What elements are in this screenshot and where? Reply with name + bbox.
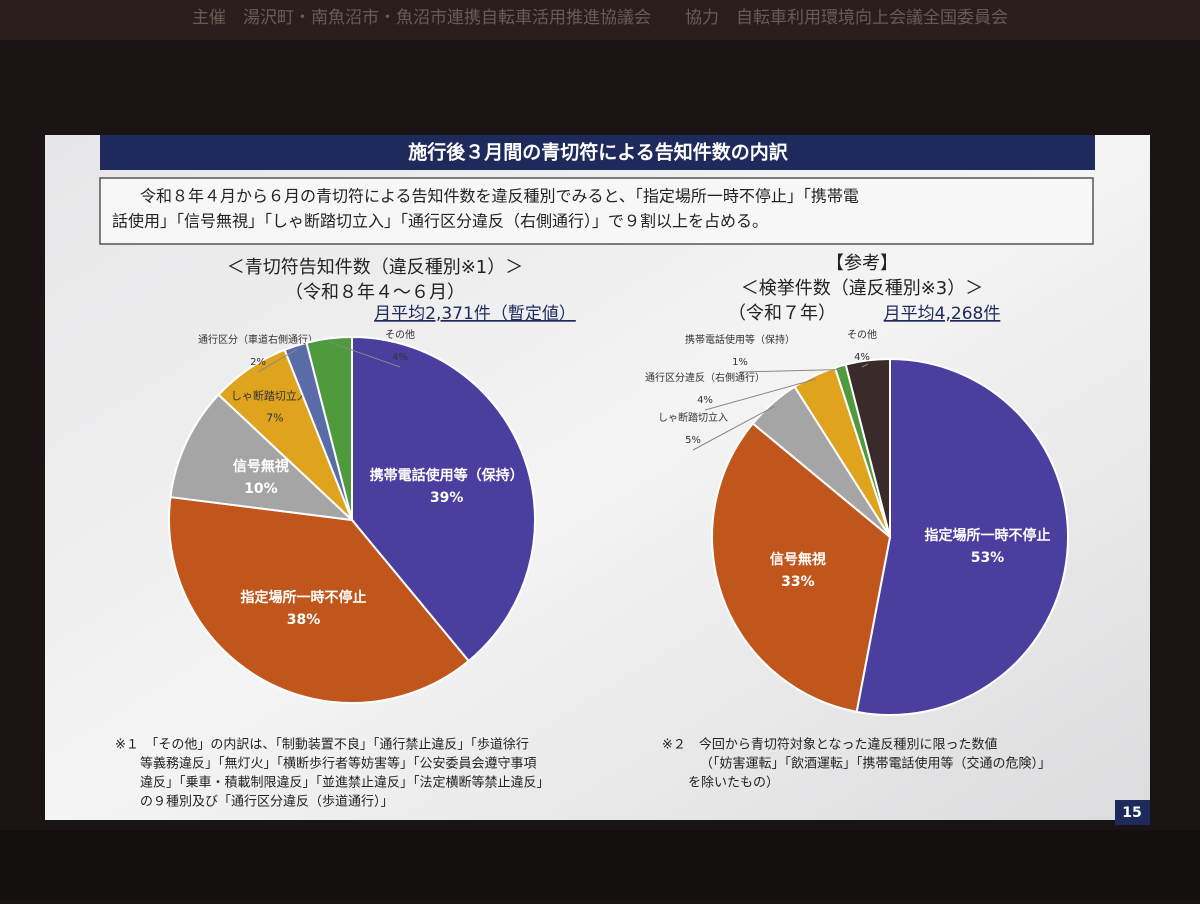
slice-value: 4% — [854, 352, 870, 363]
slice-label: 指定場所一時不停止 — [241, 589, 367, 606]
title-bar — [100, 135, 1095, 170]
leader-line — [861, 363, 869, 368]
chart-heading: 【参考】 — [826, 253, 898, 274]
slice-label: しゃ断踏切立入等 — [231, 388, 319, 402]
chart-title: ＜検挙件数（違反種別※3）＞ — [741, 278, 984, 299]
pie-slice — [168, 495, 471, 704]
footnote: ※１ 「その他」の内訳は、「制動装置不良」「通行禁止違反」「歩道徐行 — [115, 737, 529, 753]
footnote: の９種別及び「通行区分違反（歩道通行）」 — [140, 794, 394, 810]
slice-value: 10% — [244, 481, 278, 497]
summary-line: 話使用」「信号無視」「しゃ断踏切立入」「通行区分違反（右側通行）」で９割以上を占… — [112, 212, 768, 231]
page-box — [1115, 800, 1150, 825]
slice-label: 信号無視 — [770, 551, 826, 568]
banner-bar — [0, 0, 1200, 40]
annotation: 月平均2,371件（暫定値） — [374, 304, 576, 324]
footnote: （「妨害運転」「飲酒運転」「携帯電話使用等（交通の危険）」 — [700, 756, 1051, 772]
annotation: 月平均4,268件 — [884, 304, 1001, 324]
pie-slice — [844, 357, 891, 538]
chart-title: ＜青切符告知件数（違反種別※1）＞ — [227, 257, 524, 278]
page-number: 15 — [1122, 805, 1141, 821]
slice-value: 1% — [732, 357, 748, 368]
pie-slice — [169, 393, 355, 522]
slice-value: 53% — [971, 550, 1005, 566]
slice-value: 38% — [287, 612, 321, 628]
pie-slice — [855, 357, 1069, 716]
slice-label: 通行区分（車道右側通行） — [198, 333, 318, 346]
slice-value: 7% — [266, 411, 283, 424]
chart-subtitle: （令和７年） — [728, 303, 836, 324]
slice-label: 携帯電話使用等（保持） — [685, 333, 795, 346]
leader-line — [704, 378, 816, 411]
summary-box — [99, 177, 1094, 245]
pie-slice — [711, 422, 892, 714]
footnote: 等義務違反」「無灯火」「横断歩行者等妨害等」「公安委員会遵守事項 — [140, 756, 537, 772]
slice-value: 4% — [392, 352, 408, 363]
banner: 主催 湯沢町・南魚沼市・魚沼市連携自転車活用推進協議会 協力 自転車利用環境向上… — [192, 8, 1008, 28]
slide-title: 施行後３月間の青切符による告知件数の内訳 — [408, 141, 788, 164]
leader-line — [329, 341, 401, 368]
chart-subtitle: （令和８年４～６月） — [285, 282, 465, 303]
slice-label: 指定場所一時不停止 — [924, 527, 1050, 544]
footnote: 違反」「乗車・積載制限違反」「並進禁止違反」「法定横断等禁止違反」 — [140, 775, 550, 791]
slice-label: しゃ断踏切立入 — [658, 411, 728, 424]
slice-label: 信号無視 — [233, 458, 289, 475]
summary-line: 令和８年４月から６月の青切符による告知件数を違反種別でみると、「指定場所一時不停… — [140, 187, 859, 206]
floor — [0, 830, 1200, 900]
slice-value: 39% — [430, 490, 464, 506]
slice-value: 2% — [250, 357, 266, 368]
slice-value: 4% — [697, 395, 713, 406]
slice-value: 5% — [685, 435, 701, 446]
footnote: ※２ 今回から青切符対象となった違反種別に限った数値 — [662, 737, 998, 753]
slice-label: その他 — [847, 328, 877, 341]
slice-label: 携帯電話使用等（保持） — [370, 467, 524, 484]
slice-value: 33% — [781, 574, 815, 590]
leader-line — [257, 349, 297, 373]
slice-label: 通行区分違反（右側通行） — [645, 371, 765, 384]
leader-line — [739, 368, 842, 373]
slice-label: その他 — [385, 328, 415, 341]
pie-slice — [351, 335, 536, 663]
pie-slice — [305, 335, 353, 521]
leader-line — [692, 405, 775, 451]
footnote: を除いたもの） — [688, 776, 779, 791]
